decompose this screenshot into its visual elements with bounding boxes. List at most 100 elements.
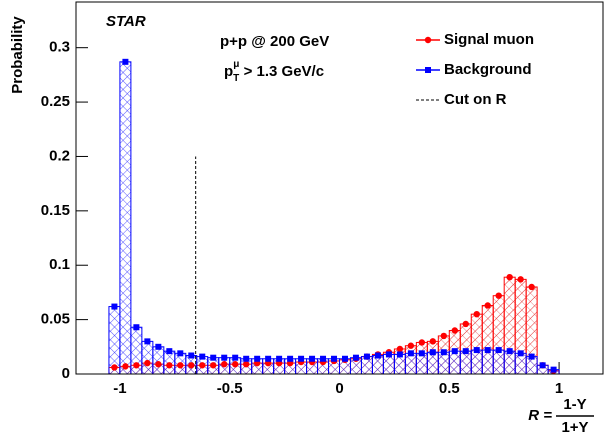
x-axis-label: R = xyxy=(528,407,552,424)
y-axis-label: Probability xyxy=(9,16,26,94)
data-marker xyxy=(166,362,173,369)
data-marker xyxy=(210,354,217,361)
data-marker xyxy=(155,343,162,350)
data-marker xyxy=(188,362,195,369)
data-marker xyxy=(276,355,283,362)
data-marker xyxy=(506,273,513,281)
legend-label: Cut on R xyxy=(444,91,507,108)
data-marker xyxy=(418,350,425,357)
histogram-bar xyxy=(437,351,450,375)
x-tick-label: 1 xyxy=(555,380,563,397)
data-marker xyxy=(440,332,448,340)
data-marker xyxy=(396,345,404,353)
data-marker xyxy=(242,361,250,368)
data-marker xyxy=(363,353,370,360)
data-marker xyxy=(243,355,250,362)
x-axis-numerator: 1-Y xyxy=(563,396,586,413)
histogram-bar xyxy=(481,349,494,375)
histogram-bar xyxy=(426,351,439,375)
system-label: p+p @ 200 GeV xyxy=(220,33,329,50)
data-marker xyxy=(374,352,381,359)
legend-label: Background xyxy=(444,61,532,78)
data-marker xyxy=(188,352,195,359)
data-marker xyxy=(122,363,129,370)
data-marker xyxy=(287,355,294,362)
data-marker xyxy=(528,283,535,291)
data-marker xyxy=(473,310,480,318)
data-marker xyxy=(111,364,118,371)
data-marker xyxy=(232,354,239,361)
data-marker xyxy=(440,349,447,356)
data-marker xyxy=(133,362,140,369)
data-marker xyxy=(429,349,436,356)
data-marker xyxy=(451,348,458,355)
y-tick-label: 0.25 xyxy=(41,93,70,110)
legend-label: Signal muon xyxy=(444,31,534,48)
histogram-bar xyxy=(514,352,527,375)
data-marker xyxy=(484,347,491,354)
data-marker xyxy=(221,361,228,368)
data-marker xyxy=(517,276,524,283)
plot-frame xyxy=(75,1,604,375)
data-marker xyxy=(199,362,206,369)
data-marker xyxy=(462,348,469,355)
data-marker xyxy=(352,354,359,361)
y-tick-label: 0.1 xyxy=(49,256,70,273)
data-marker xyxy=(396,351,403,358)
histogram-bar xyxy=(503,350,516,375)
y-tick-label: 0.05 xyxy=(41,311,70,328)
data-marker xyxy=(407,342,415,349)
histogram-bar xyxy=(459,350,472,375)
data-marker xyxy=(254,355,261,362)
cut-sup: μ xyxy=(233,59,239,70)
data-marker xyxy=(495,347,502,354)
data-marker xyxy=(155,361,162,368)
data-marker xyxy=(166,348,173,355)
data-marker xyxy=(528,353,535,360)
data-marker xyxy=(199,353,206,360)
histogram-bar xyxy=(141,340,154,375)
histogram-bar xyxy=(415,352,428,375)
data-marker xyxy=(221,354,228,361)
data-marker xyxy=(265,355,272,362)
x-tick-label: 0 xyxy=(335,380,343,397)
data-marker xyxy=(539,362,546,369)
data-marker xyxy=(309,355,316,362)
histogram-bar xyxy=(448,350,461,375)
data-marker xyxy=(484,302,491,309)
data-marker xyxy=(495,292,502,299)
legend-marker xyxy=(425,67,431,73)
data-marker xyxy=(506,348,513,355)
data-marker xyxy=(385,351,392,358)
data-marker xyxy=(418,339,426,346)
data-marker xyxy=(210,362,217,369)
plot-area: 0 0.05 0.1 0.15 0.2 0.25 0.3 -1 -0.5 0 0.5 1 xyxy=(41,1,604,397)
histogram-bar xyxy=(404,352,417,375)
cut-sub: T xyxy=(233,73,239,84)
x-tick-label: -1 xyxy=(113,380,126,397)
histogram-bar xyxy=(119,61,132,375)
cut-annotation: pTμ > 1.3 GeV/c xyxy=(224,59,324,84)
data-marker xyxy=(144,338,151,345)
y-tick-label: 0 xyxy=(62,365,70,382)
histogram-bar xyxy=(470,349,483,375)
data-marker xyxy=(122,58,129,65)
histogram-bar xyxy=(152,346,165,375)
cut-rest: > 1.3 GeV/c xyxy=(239,63,324,80)
data-marker xyxy=(298,355,305,362)
cut-base: p xyxy=(224,63,233,80)
data-marker xyxy=(144,359,151,367)
data-marker xyxy=(177,350,184,357)
y-tick-label: 0.15 xyxy=(41,202,70,219)
data-marker xyxy=(517,350,524,357)
x-tick-label: 0.5 xyxy=(439,380,460,397)
data-marker xyxy=(550,366,557,373)
data-marker xyxy=(473,347,480,354)
data-marker xyxy=(462,320,469,328)
histogram-bar xyxy=(492,349,505,375)
data-marker xyxy=(407,350,414,357)
y-tick-label: 0.2 xyxy=(49,147,70,164)
data-marker xyxy=(111,303,118,310)
data-marker xyxy=(231,361,239,368)
